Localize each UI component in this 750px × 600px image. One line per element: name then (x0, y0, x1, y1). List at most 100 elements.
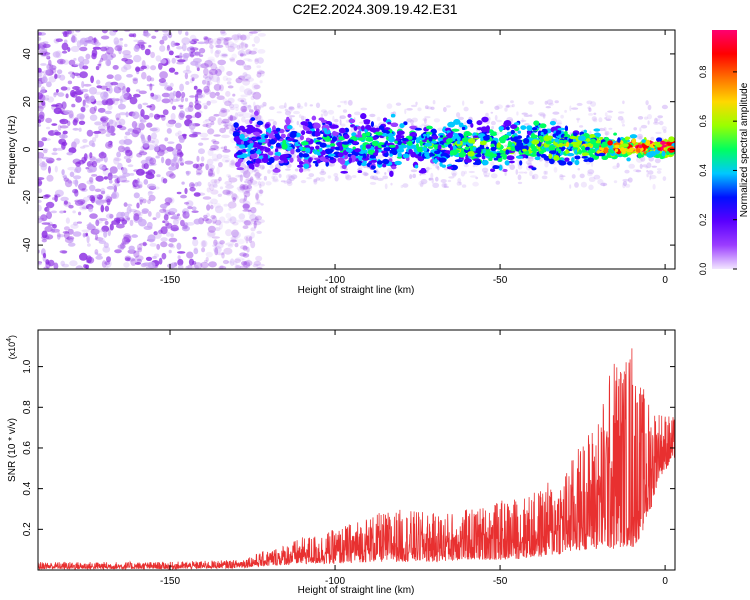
heatmap-cell (272, 172, 279, 176)
heatmap-cell (271, 175, 275, 180)
heatmap-cell (205, 257, 209, 262)
heatmap-cell (124, 135, 128, 139)
heatmap-cell (278, 129, 285, 134)
heatmap-cell (72, 86, 80, 90)
heatmap-cell (621, 143, 629, 147)
heatmap-cell (574, 182, 579, 188)
heatmap-cell (456, 181, 461, 186)
heatmap-cell (101, 95, 108, 102)
heatmap-cell (212, 38, 220, 45)
heatmap-cell (89, 213, 98, 219)
heatmap-cell (226, 77, 232, 82)
heatmap-cell (242, 72, 248, 78)
heatmap-cell (240, 34, 247, 41)
heatmap-cell (466, 119, 473, 125)
heatmap-cell (607, 140, 613, 146)
heatmap-cell (303, 163, 310, 169)
heatmap-cell (40, 164, 47, 171)
heatmap-cell (247, 59, 253, 62)
heatmap-cell (159, 208, 167, 214)
heatmap-cell (45, 201, 55, 209)
heatmap-cell (246, 263, 251, 269)
heatmap-cell (119, 38, 124, 41)
heatmap-cell (38, 36, 42, 41)
heatmap-cell (89, 176, 94, 183)
heatmap-cell (181, 225, 190, 232)
heatmap-cell (249, 140, 254, 144)
heatmap-cell (247, 90, 253, 96)
heatmap-cell (449, 150, 454, 156)
heatmap-cell (395, 102, 402, 106)
heatmap-cell (510, 100, 514, 104)
heatmap-cell (208, 37, 214, 45)
heatmap-cell (55, 38, 63, 42)
heatmap-cell (135, 89, 141, 92)
y-tick-label: -40 (22, 237, 33, 252)
heatmap-cell (238, 213, 246, 220)
heatmap-cell (263, 175, 267, 181)
heatmap-cell (418, 156, 423, 160)
heatmap-cell (90, 228, 100, 235)
heatmap-cell (102, 117, 110, 120)
heatmap-cell (574, 155, 581, 160)
heatmap-cell (129, 173, 135, 176)
heatmap-cell (236, 111, 244, 116)
y-tick-label: 0.2 (22, 522, 33, 536)
heatmap-cell (290, 148, 295, 155)
heatmap-cell (177, 59, 186, 63)
heatmap-cell (586, 100, 593, 105)
heatmap-cell (288, 175, 295, 182)
heatmap-cell (162, 109, 169, 116)
heatmap-cell (211, 153, 219, 162)
heatmap-cell (161, 114, 166, 121)
heatmap-cell (114, 74, 122, 81)
heatmap-cell (251, 218, 259, 222)
heatmap-cell (226, 190, 234, 195)
heatmap-cell (230, 239, 238, 243)
heatmap-cell (437, 166, 440, 171)
heatmap-cell (650, 136, 655, 141)
heatmap-cell (564, 157, 570, 162)
heatmap-cell (304, 123, 309, 127)
heatmap-cell (249, 153, 258, 158)
heatmap-cell (588, 176, 596, 182)
heatmap-cell (101, 260, 107, 268)
heatmap-cell (509, 164, 515, 171)
heatmap-cell (98, 240, 107, 245)
heatmap-cell (247, 125, 252, 130)
heatmap-cell (218, 265, 227, 269)
heatmap-cell (158, 62, 163, 70)
heatmap-cell (555, 130, 559, 136)
heatmap-cell (578, 135, 586, 141)
heatmap-cell (146, 122, 153, 128)
heatmap-cell (662, 176, 667, 182)
heatmap-cell (144, 48, 151, 56)
heatmap-cell (54, 195, 58, 202)
heatmap-cell (206, 204, 211, 211)
heatmap-cell (329, 143, 336, 147)
heatmap-cell (209, 99, 218, 104)
heatmap-cell (300, 180, 307, 184)
heatmap-cell (63, 31, 68, 38)
heatmap-cell (46, 211, 52, 220)
heatmap-cell (121, 167, 128, 175)
heatmap-cell (101, 225, 110, 233)
heatmap-cell (207, 56, 215, 62)
heatmap-cell (303, 167, 310, 171)
heatmap-cell (522, 148, 527, 152)
heatmap-cell (239, 85, 245, 93)
heatmap-cell (237, 160, 242, 164)
heatmap-cell (424, 118, 427, 124)
heatmap-cell (284, 108, 288, 112)
heatmap-cell (214, 247, 219, 256)
heatmap-cell (110, 53, 117, 58)
heatmap-cell (287, 125, 293, 130)
heatmap-cell (228, 103, 235, 109)
heatmap-cell (209, 44, 214, 49)
heatmap-cell (610, 150, 615, 154)
heatmap-cell (63, 177, 69, 182)
heatmap-cell (175, 90, 182, 99)
heatmap-cell (248, 210, 254, 216)
heatmap-cell (470, 123, 474, 128)
heatmap-cell (133, 213, 140, 221)
